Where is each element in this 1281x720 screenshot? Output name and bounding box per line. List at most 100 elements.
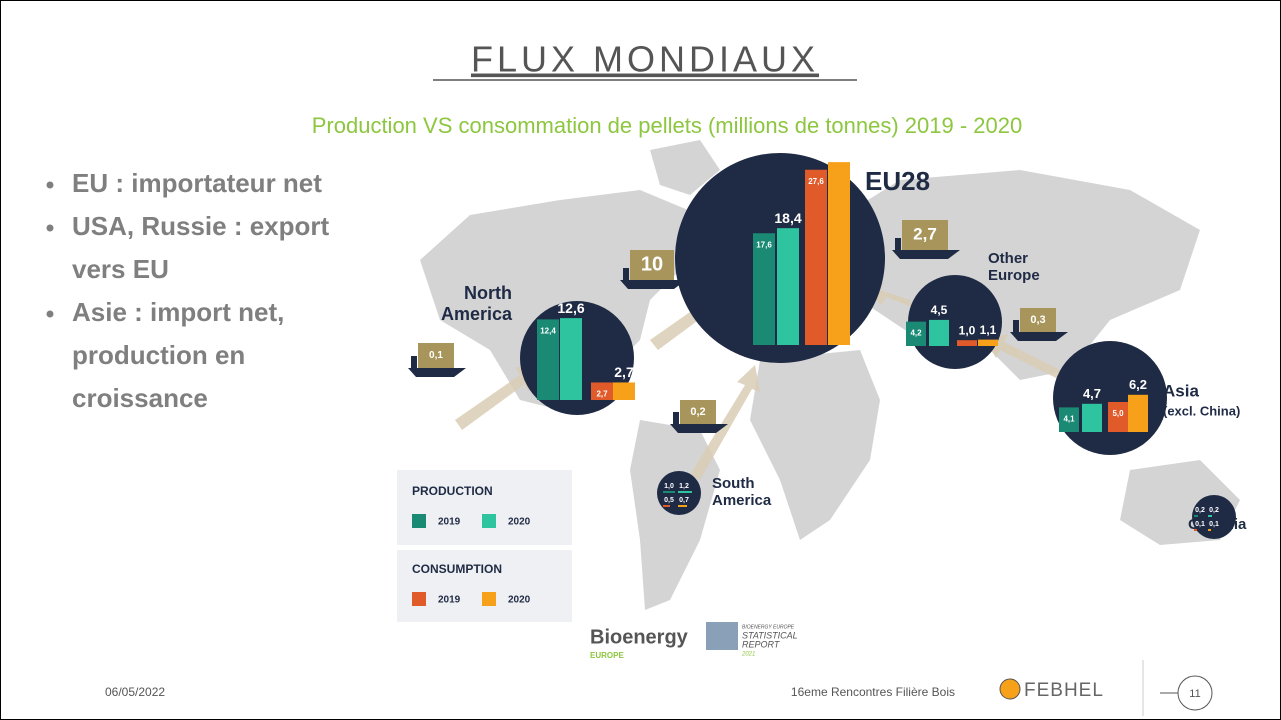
value-label: 0,2 xyxy=(1209,507,1219,514)
bullet-dot xyxy=(46,224,54,232)
legend-swatch xyxy=(412,514,426,528)
legend-box xyxy=(397,470,572,545)
page-circle xyxy=(1177,675,1213,711)
bar xyxy=(929,319,949,346)
legend-label: 2020 xyxy=(508,595,531,606)
value-label: 18,4 xyxy=(774,210,801,226)
bar xyxy=(753,233,775,345)
value-label: 6,2 xyxy=(1129,377,1147,392)
legend-swatch xyxy=(482,514,496,528)
value-label: 2,7 xyxy=(596,390,608,399)
bullet-dot xyxy=(46,181,54,189)
cargo-box xyxy=(418,343,454,368)
logo-report: STATISTICAL xyxy=(742,630,798,640)
bar xyxy=(678,491,692,493)
logo-report: REPORT xyxy=(742,639,781,649)
bar xyxy=(560,318,582,400)
flow-label: 0,3 xyxy=(1030,314,1045,326)
bar xyxy=(1208,515,1212,517)
value-label: 4,7 xyxy=(1083,386,1101,401)
value-label: 2,7 xyxy=(614,364,634,380)
value-label: 28,8 xyxy=(825,144,852,160)
value-label: 0,1 xyxy=(1195,521,1205,528)
value-label: 1,0 xyxy=(664,483,674,490)
logo-report: 2021 xyxy=(741,652,755,658)
ship-cabin xyxy=(895,238,901,250)
value-label: 1,1 xyxy=(980,323,997,337)
bar xyxy=(1194,529,1197,531)
bar xyxy=(663,505,670,507)
ship-hull xyxy=(670,424,728,433)
region-name: America xyxy=(441,304,513,324)
bar xyxy=(537,319,559,400)
value-label: 0,1 xyxy=(1209,521,1219,528)
value-label: 4,1 xyxy=(1063,415,1075,424)
legend-panels xyxy=(397,470,572,622)
title: FLUX MONDIAUX xyxy=(471,39,819,80)
region-name: North xyxy=(464,283,512,303)
region-name: Other xyxy=(988,250,1028,267)
ship-hull xyxy=(620,280,686,289)
value-label: 27,6 xyxy=(808,177,824,186)
value-label: 1,0 xyxy=(959,323,976,337)
cargo-box xyxy=(630,250,674,280)
legend-title: PRODUCTION xyxy=(412,484,493,498)
logo-map xyxy=(706,622,738,650)
bar xyxy=(978,339,998,346)
bar xyxy=(1128,394,1148,432)
region-name: America xyxy=(712,492,772,509)
bullet-text: USA, Russie : export xyxy=(72,211,330,241)
ship-cabin xyxy=(1013,320,1019,332)
bar xyxy=(1208,529,1211,531)
bar xyxy=(591,382,613,400)
bullet-dot xyxy=(46,310,54,318)
value-label: 12,4 xyxy=(540,327,556,336)
bullet-text: vers EU xyxy=(72,254,169,284)
value-label: 0,7 xyxy=(679,497,689,504)
ship-hull xyxy=(892,250,960,259)
bar xyxy=(1108,402,1128,432)
bar xyxy=(663,491,675,493)
flow-label: 2,7 xyxy=(913,224,937,243)
febhel-icon xyxy=(999,678,1021,700)
febhel-logo: FEBHEL xyxy=(1024,680,1104,701)
legend-box xyxy=(397,550,572,622)
region-name: Oceania xyxy=(1188,516,1247,533)
cargo-box xyxy=(680,400,716,424)
ship-cabin xyxy=(673,412,679,424)
bar xyxy=(805,169,827,345)
bullet-text: croissance xyxy=(72,383,208,413)
subtitle: Production VS consommation de pellets (m… xyxy=(312,113,1023,138)
page-number: 11 xyxy=(1189,688,1200,700)
region-circle xyxy=(1053,341,1167,455)
flow-label: 10 xyxy=(641,253,663,275)
cargo-box xyxy=(902,220,948,250)
flow-label: 0,2 xyxy=(690,406,705,418)
ship-cabin xyxy=(411,356,417,368)
ship-cabin xyxy=(623,268,629,280)
logo-bioenergy: Bioenergy xyxy=(590,626,689,648)
bar xyxy=(1082,403,1102,432)
bar xyxy=(828,162,850,345)
bullet-text: EU : importateur net xyxy=(72,168,322,198)
legend-label: 2019 xyxy=(438,517,461,528)
region-name: South xyxy=(712,475,755,492)
bar xyxy=(957,340,977,346)
bar xyxy=(906,321,926,346)
flow-label: 0,1 xyxy=(429,350,443,361)
ship-hull xyxy=(408,368,466,377)
legend-label: 2019 xyxy=(438,595,461,606)
value-label: 4,5 xyxy=(931,303,948,317)
region-name: (excl. China) xyxy=(1163,403,1240,418)
value-label: 5,0 xyxy=(1112,409,1124,418)
value-label: 1,2 xyxy=(679,483,689,490)
bar xyxy=(1194,515,1198,517)
legend-title: CONSUMPTION xyxy=(412,562,502,576)
legend-swatch xyxy=(412,592,426,606)
value-label: 4,2 xyxy=(910,329,922,338)
region-circle xyxy=(1192,495,1236,539)
value-label: 17,6 xyxy=(756,240,772,249)
value-label: 0,2 xyxy=(1195,507,1205,514)
